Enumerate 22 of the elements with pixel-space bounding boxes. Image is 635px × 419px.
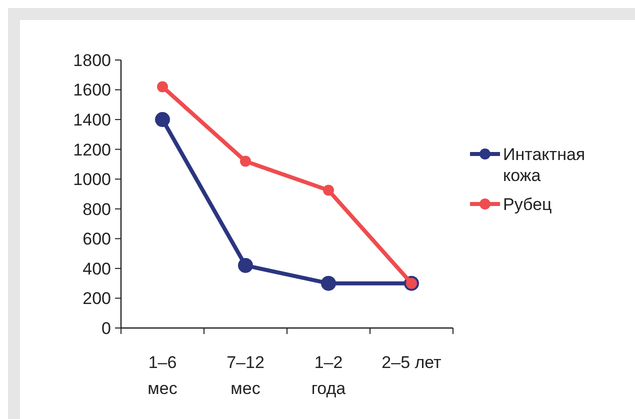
point	[321, 276, 336, 291]
x-tick-label: 2–5 лет	[382, 353, 442, 372]
legend-label: Интактная кожа	[503, 145, 586, 185]
y-tick-label: 1000	[73, 170, 111, 190]
y-tick-label: 1400	[73, 110, 111, 130]
x-tick-label: 1–2 года	[311, 353, 346, 398]
point	[238, 258, 253, 273]
y-tick-label: 400	[82, 259, 111, 278]
y-tick-label: 200	[82, 289, 111, 308]
y-tick-label: 1200	[73, 140, 111, 160]
point	[157, 81, 168, 92]
x-tick-label: 1–6 мес	[148, 353, 178, 398]
point	[323, 184, 334, 196]
point	[240, 156, 251, 167]
y-tick-label: 1800	[73, 50, 111, 70]
point	[155, 112, 170, 128]
x-tick-label: 7–12 мес	[226, 353, 264, 398]
y-tick-label: 800	[82, 200, 111, 219]
y-tick-label: 600	[82, 230, 111, 249]
y-tick-label: 1600	[73, 80, 111, 100]
y-tick-label: 0	[102, 318, 111, 338]
legend-label: Рубец	[503, 195, 552, 214]
